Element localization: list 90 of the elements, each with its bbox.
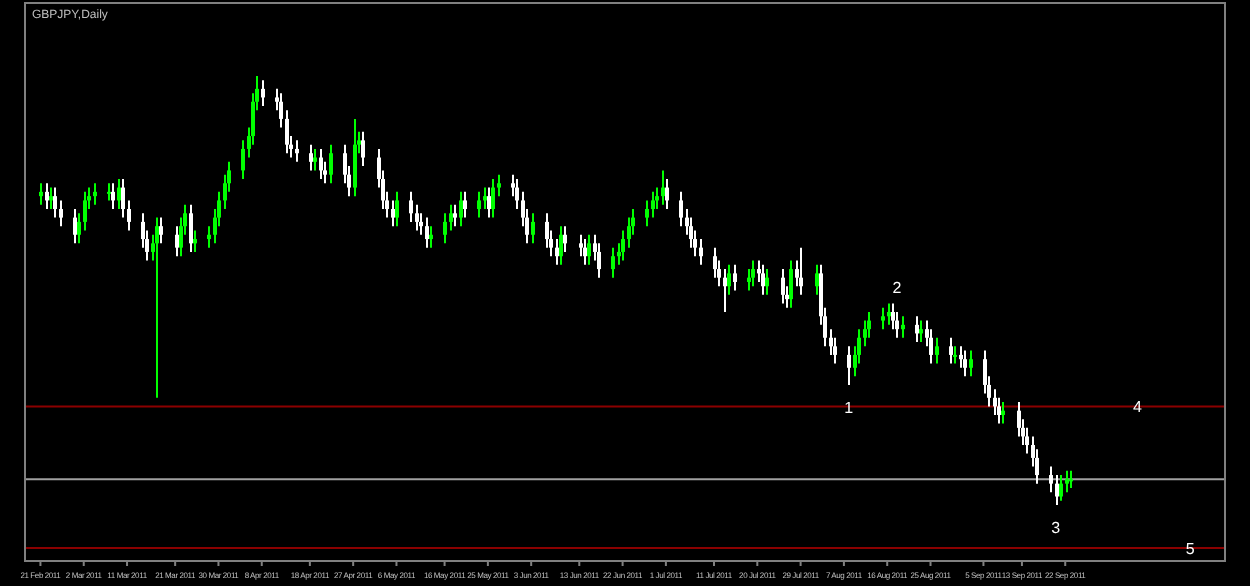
candlestick xyxy=(799,246,803,296)
candlestick xyxy=(443,212,447,245)
candlestick xyxy=(727,263,731,296)
candlestick xyxy=(959,345,963,369)
candlestick xyxy=(111,182,115,211)
candlestick xyxy=(93,182,97,206)
candlestick xyxy=(867,311,871,339)
candlestick xyxy=(563,225,567,253)
candlestick xyxy=(159,216,163,245)
candlestick xyxy=(815,263,819,296)
annotation: 2 xyxy=(892,279,903,298)
candlestick xyxy=(453,203,457,228)
candlestick xyxy=(733,263,737,292)
annotation: 1 xyxy=(844,398,855,417)
candlestick xyxy=(319,147,323,180)
candlestick xyxy=(353,117,357,198)
annotation: 4 xyxy=(1132,398,1143,417)
candlestick xyxy=(583,238,587,266)
candlestick xyxy=(189,203,193,253)
candlestick xyxy=(1001,401,1005,425)
candlestick xyxy=(963,349,967,378)
candlestick xyxy=(611,246,615,279)
candlestick xyxy=(193,229,197,253)
candlestick xyxy=(395,190,399,228)
candlestick xyxy=(881,306,885,331)
candlestick xyxy=(1017,401,1021,438)
candlestick xyxy=(765,268,769,296)
candlestick xyxy=(713,246,717,279)
candlestick xyxy=(833,336,837,365)
candlestick xyxy=(587,233,591,266)
candlestick xyxy=(117,177,121,211)
candlestick xyxy=(699,238,703,266)
candlestick xyxy=(747,268,751,292)
candlestick xyxy=(49,186,53,211)
candlestick xyxy=(915,315,919,344)
candlestick xyxy=(409,190,413,223)
candlestick xyxy=(651,190,655,219)
candlestick xyxy=(53,186,57,219)
candlestick xyxy=(1055,474,1059,507)
candlestick xyxy=(847,345,851,386)
candlestick xyxy=(919,319,923,344)
annotation: 3 xyxy=(1051,519,1062,538)
candlestick xyxy=(579,233,583,258)
candlestick xyxy=(661,169,665,206)
candlestick xyxy=(969,349,973,378)
candlestick xyxy=(477,190,481,219)
candlestick xyxy=(391,199,395,228)
candlestick xyxy=(645,199,649,228)
candlestick xyxy=(261,79,265,108)
candlestick xyxy=(781,268,785,305)
candlestick xyxy=(723,268,727,313)
candlestick xyxy=(425,216,429,249)
candlestick xyxy=(559,225,563,266)
candlestick xyxy=(761,263,765,296)
candlestick xyxy=(545,212,549,249)
candlestick xyxy=(531,212,535,245)
candlestick xyxy=(1065,469,1069,494)
candlestick xyxy=(789,259,793,309)
candlestick xyxy=(463,190,467,219)
candlestick xyxy=(891,302,895,331)
candlestick xyxy=(361,130,365,168)
candlestick xyxy=(329,143,333,185)
candlestick xyxy=(295,139,299,163)
candlestick xyxy=(39,182,43,206)
candlestick xyxy=(887,302,891,326)
candlestick xyxy=(895,311,899,339)
candlestick xyxy=(309,143,313,172)
candlestick xyxy=(555,238,559,266)
candlestick xyxy=(487,186,491,219)
candlestick xyxy=(73,208,77,245)
candlestick xyxy=(689,216,693,249)
candlestick xyxy=(665,177,669,211)
candlestick xyxy=(175,225,179,258)
candlestick xyxy=(997,396,1001,425)
candlestick xyxy=(459,190,463,228)
candlestick xyxy=(429,225,433,249)
candlestick xyxy=(597,242,601,279)
candlestick xyxy=(313,147,317,172)
annotation: 5 xyxy=(1185,540,1196,558)
candlestick xyxy=(1059,474,1063,502)
candlestick xyxy=(45,182,49,211)
candlestick xyxy=(929,328,933,365)
candlestick xyxy=(949,336,953,365)
candlestick xyxy=(679,190,683,228)
candlestick xyxy=(751,259,755,288)
candlestick xyxy=(155,216,159,399)
candlestick xyxy=(483,186,487,211)
candlestick xyxy=(901,315,905,339)
candlestick xyxy=(491,177,495,219)
candlestick xyxy=(935,336,939,365)
